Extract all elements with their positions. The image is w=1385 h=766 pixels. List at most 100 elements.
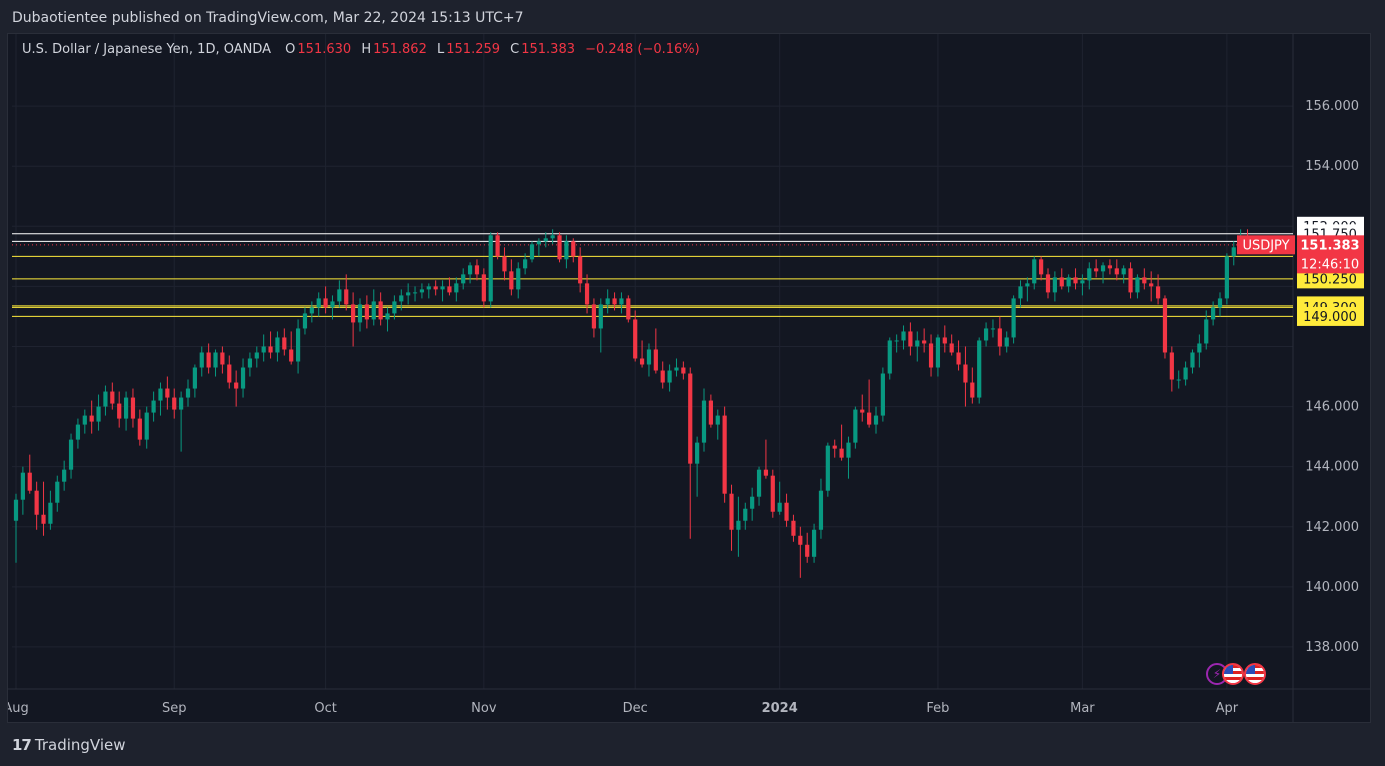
candle-body xyxy=(853,409,858,443)
candle-body xyxy=(846,442,851,458)
candle-body xyxy=(750,496,755,509)
candle-body xyxy=(667,370,672,383)
candle-body xyxy=(818,490,824,530)
candle-body xyxy=(784,502,789,521)
candle-body xyxy=(550,235,555,239)
candle-body xyxy=(75,424,81,440)
candle-body xyxy=(123,397,129,419)
price-tick-label: 144.000 xyxy=(1305,460,1359,475)
candle-body xyxy=(509,271,514,290)
level-price-label-bg xyxy=(1297,269,1364,289)
candle-body xyxy=(633,319,638,359)
candle-body xyxy=(27,472,32,491)
candle-body xyxy=(811,529,817,557)
time-tick-label: Mar xyxy=(1070,701,1095,716)
candle-body xyxy=(798,535,803,545)
candle-body xyxy=(908,331,913,347)
candle-body xyxy=(20,472,25,500)
candle-body xyxy=(1135,277,1140,293)
candle-body xyxy=(48,502,53,524)
candle-body xyxy=(440,286,445,290)
time-tick-label: Oct xyxy=(314,701,336,716)
candle-body xyxy=(309,307,314,314)
candle-body xyxy=(13,499,19,521)
candle-body xyxy=(839,448,844,458)
candlestick-chart[interactable]: 156.000 154.000 146.000 144.000 142.000 140.0… xyxy=(8,34,1371,723)
candle-body xyxy=(928,343,934,368)
candle-body xyxy=(983,328,989,341)
brand-name: TradingView xyxy=(34,736,126,754)
last-price-label xyxy=(1297,235,1364,274)
candle-body xyxy=(743,508,748,521)
level-price-label-bg xyxy=(1297,306,1364,326)
jp-flag-icon[interactable] xyxy=(1244,663,1266,685)
symbol-name[interactable]: U.S. Dollar / Japanese Yen, 1D, OANDA xyxy=(22,42,272,57)
candle-body xyxy=(880,373,885,416)
candle-body xyxy=(1087,268,1092,281)
candle-body xyxy=(82,415,87,425)
candle-body xyxy=(516,268,521,290)
candle-body xyxy=(832,445,837,449)
level-price-label-text: 149.000 xyxy=(1303,310,1357,325)
candle-body xyxy=(860,409,865,413)
candle-body xyxy=(1039,259,1044,275)
time-tick-label: Sep xyxy=(162,701,187,716)
candle-body xyxy=(275,337,280,353)
candle-body xyxy=(110,391,115,404)
candle-body xyxy=(117,403,122,419)
candle-body xyxy=(1190,352,1195,368)
candle-body xyxy=(1169,352,1174,380)
candle-body xyxy=(220,352,225,365)
candle-body xyxy=(406,292,411,296)
candle-body xyxy=(1176,379,1181,381)
candle-body xyxy=(825,445,830,491)
low-label: L xyxy=(437,42,445,57)
candle-body xyxy=(185,388,191,398)
candle-body xyxy=(364,304,369,320)
us-flag-icon[interactable] xyxy=(1222,663,1244,685)
candle-body xyxy=(777,502,782,512)
chart-panel[interactable]: 156.000 154.000 146.000 144.000 142.000 140.0… xyxy=(7,33,1371,723)
candle-body xyxy=(894,340,899,342)
candle-body xyxy=(1066,277,1071,287)
candle-body xyxy=(598,304,603,329)
symbol-tag-text: USDJPY xyxy=(1242,238,1289,253)
candle-body xyxy=(1197,343,1202,353)
candle-body xyxy=(805,544,810,557)
candle-body xyxy=(351,304,356,323)
candle-body xyxy=(1073,277,1078,284)
tradingview-logo-icon: 17 xyxy=(12,736,32,754)
low-value: 151.259 xyxy=(446,42,501,57)
candle-body xyxy=(426,286,431,290)
candle-body xyxy=(495,235,500,257)
close-label: C xyxy=(510,42,520,57)
candle-body xyxy=(289,349,294,362)
tradingview-logo[interactable]: 17 TradingView xyxy=(12,736,126,754)
last-price-value: 151.383 xyxy=(1300,238,1359,253)
candle-body xyxy=(1032,259,1037,284)
candle-body xyxy=(130,397,136,419)
candle-body xyxy=(103,391,108,407)
candle-body xyxy=(1025,283,1030,287)
bar-countdown: 12:46:10 xyxy=(1301,257,1359,272)
candle-body xyxy=(137,418,142,440)
candle-body xyxy=(977,340,982,398)
candle-body xyxy=(901,331,906,341)
candle-body xyxy=(247,358,253,368)
candle-body xyxy=(1142,277,1147,284)
candle-body xyxy=(330,301,335,308)
candle-body xyxy=(571,241,576,257)
candle-body xyxy=(949,343,954,353)
candle-body xyxy=(474,265,480,275)
candle-body xyxy=(502,256,507,272)
candle-body xyxy=(626,298,631,320)
candle-body xyxy=(708,400,713,425)
candle-body xyxy=(1011,298,1016,338)
candle-body xyxy=(770,475,775,512)
candle-body xyxy=(763,469,769,476)
candle-body xyxy=(1052,277,1057,293)
time-tick-label: 2024 xyxy=(762,701,798,716)
publisher-caption: Dubaotientee published on TradingView.co… xyxy=(12,10,524,26)
price-tick-label: 142.000 xyxy=(1305,520,1359,535)
candle-body xyxy=(412,292,418,294)
